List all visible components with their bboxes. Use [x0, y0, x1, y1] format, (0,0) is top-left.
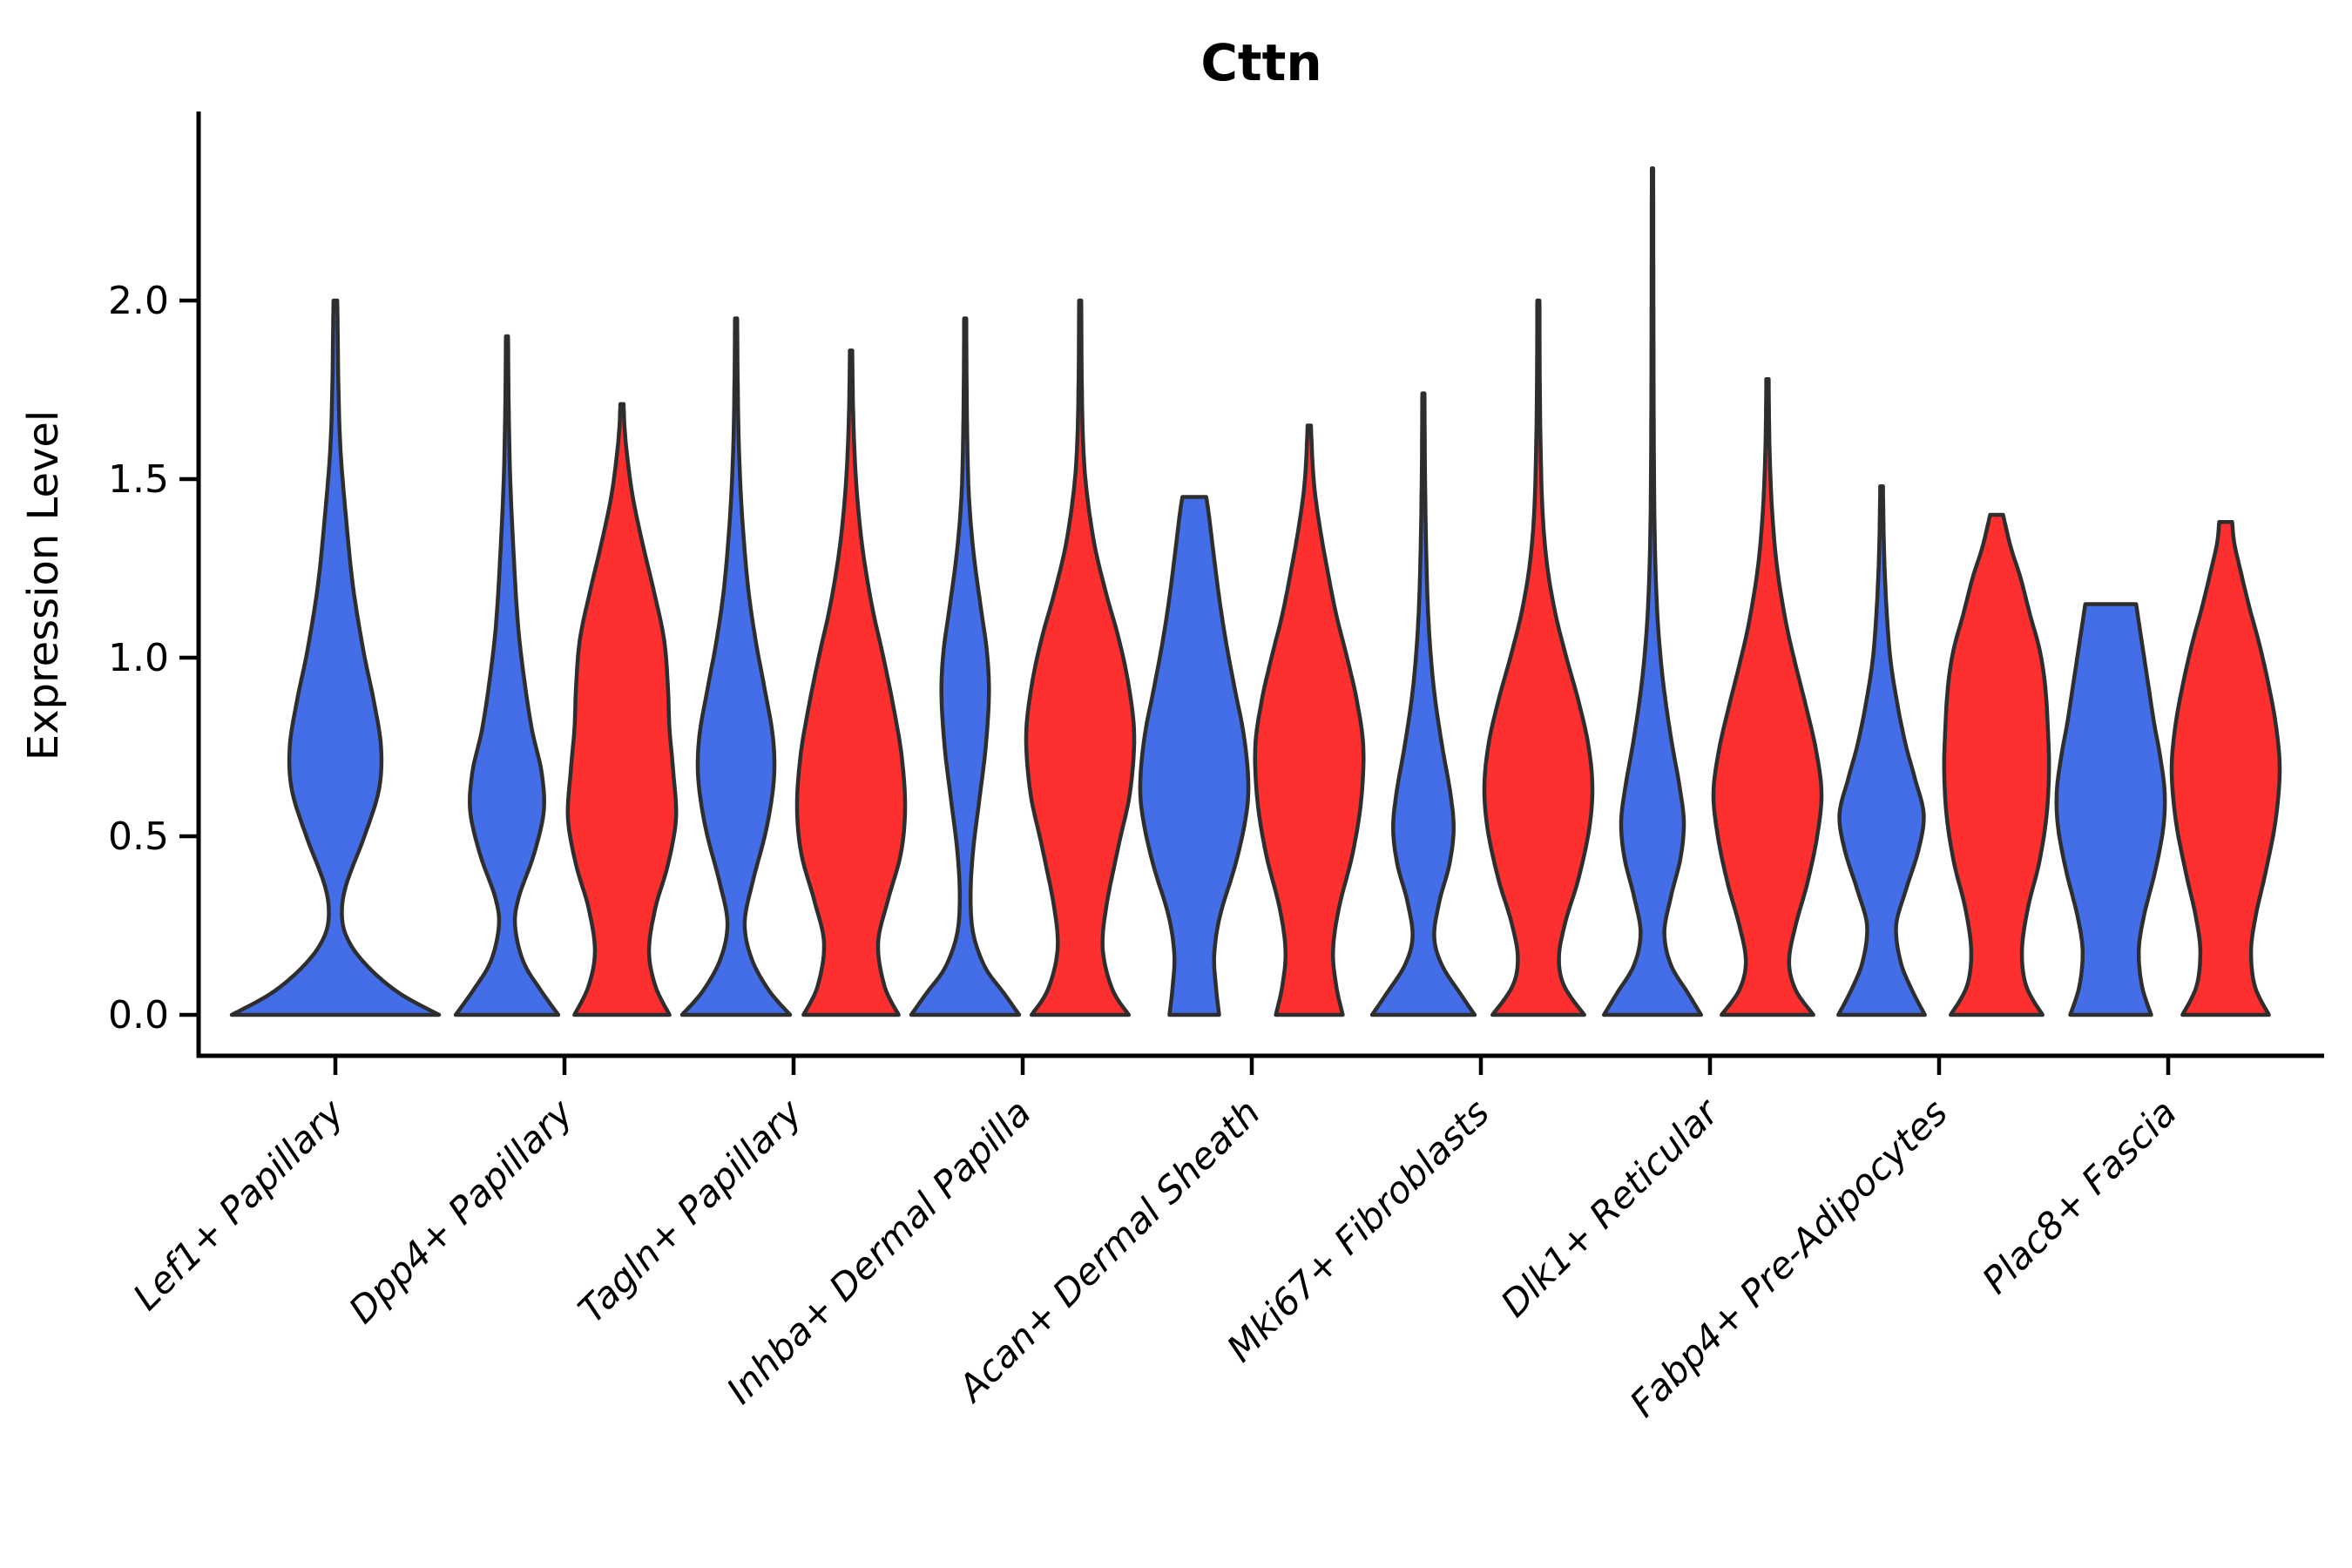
y-tick-label-0.0: 0.0 — [108, 993, 169, 1037]
violins-group — [229, 166, 2282, 1017]
x-tick-label-dpp4-papillary: Dpp4+ Papillary — [341, 1091, 582, 1332]
violin-acan-dermal-sheath-blue — [1138, 495, 1251, 1017]
violin-dlk1-reticular-blue — [1601, 166, 1704, 1017]
violin-dlk1-reticular-red — [1711, 376, 1824, 1017]
y-tick-label-1.0: 1.0 — [108, 636, 169, 680]
violin-fabp4-pre-adipocytes-blue — [1836, 483, 1927, 1017]
violin-inhba-dermal-papilla-blue — [909, 316, 1022, 1017]
y-tick-label-2.0: 2.0 — [108, 279, 169, 323]
violin-plac8-fascia-red — [2169, 519, 2282, 1017]
violin-acan-dermal-sheath-red — [1253, 423, 1366, 1017]
x-tick-label-mki67-fibroblasts: Mki67+ Fibroblasts — [1219, 1091, 1497, 1369]
y-axis-label: Expression Level — [19, 410, 68, 761]
chart-title: Cttn — [1200, 33, 1321, 92]
violin-dpp4-papillary-blue — [453, 334, 561, 1017]
violin-fabp4-pre-adipocytes-red — [1942, 512, 2051, 1017]
x-tick-label-dlk1-reticular: Dlk1+ Reticular — [1492, 1089, 1728, 1325]
violin-mki67-fibroblasts-red — [1482, 298, 1595, 1017]
x-tick-label-plac8-fascia: Plac8+ Fascia — [1974, 1091, 2185, 1301]
y-ticks-group: 0.0 0.5 1.0 1.5 2.0 — [108, 279, 199, 1037]
y-tick-label-1.5: 1.5 — [108, 457, 169, 502]
x-tick-label-lef1-papillary: Lef1+ Papillary — [125, 1091, 353, 1319]
violin-inhba-dermal-papilla-red — [1024, 298, 1137, 1017]
violin-tagln-papillary-blue — [679, 316, 793, 1017]
axes-group — [196, 112, 2324, 1058]
violin-plac8-fascia-blue — [2054, 602, 2167, 1017]
y-tick-label-0.5: 0.5 — [108, 814, 169, 859]
violin-dpp4-papillary-red — [565, 402, 679, 1017]
x-tick-label-tagln-papillary: Tagln+ Papillary — [570, 1091, 811, 1332]
violin-mki67-fibroblasts-blue — [1369, 391, 1477, 1017]
violin-lef1-papillary-blue — [229, 298, 442, 1017]
violin-tagln-papillary-red — [794, 348, 908, 1017]
